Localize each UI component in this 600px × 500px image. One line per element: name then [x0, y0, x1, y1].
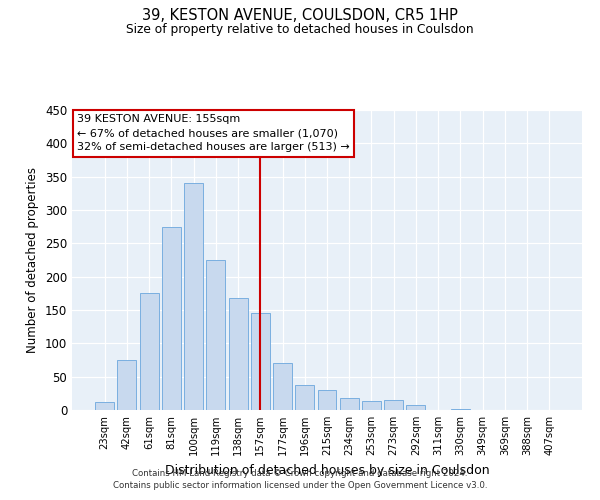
Bar	[162, 226, 181, 410]
Bar	[362, 402, 381, 410]
Bar	[273, 364, 292, 410]
Bar	[118, 360, 136, 410]
Text: Contains HM Land Registry data © Crown copyright and database right 2024.
Contai: Contains HM Land Registry data © Crown c…	[113, 469, 487, 490]
X-axis label: Distribution of detached houses by size in Coulsdon: Distribution of detached houses by size …	[164, 464, 490, 476]
Bar	[229, 298, 248, 410]
Bar	[451, 408, 470, 410]
Bar	[95, 402, 114, 410]
Bar	[384, 400, 403, 410]
Bar	[206, 260, 225, 410]
Bar	[184, 184, 203, 410]
Bar	[140, 294, 158, 410]
Bar	[251, 314, 270, 410]
Text: 39, KESTON AVENUE, COULSDON, CR5 1HP: 39, KESTON AVENUE, COULSDON, CR5 1HP	[142, 8, 458, 22]
Text: 39 KESTON AVENUE: 155sqm
← 67% of detached houses are smaller (1,070)
32% of sem: 39 KESTON AVENUE: 155sqm ← 67% of detach…	[77, 114, 350, 152]
Bar	[295, 384, 314, 410]
Y-axis label: Number of detached properties: Number of detached properties	[26, 167, 40, 353]
Bar	[317, 390, 337, 410]
Text: Size of property relative to detached houses in Coulsdon: Size of property relative to detached ho…	[126, 22, 474, 36]
Bar	[340, 398, 359, 410]
Bar	[406, 406, 425, 410]
